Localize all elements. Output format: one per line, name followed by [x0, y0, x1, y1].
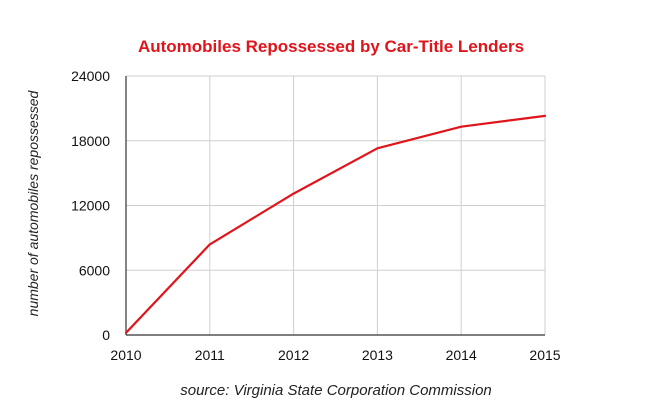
y-tick-label: 6000	[79, 262, 110, 278]
x-tick-label: 2010	[110, 347, 141, 363]
x-tick-label: 2013	[362, 347, 393, 363]
y-tick-label: 24000	[71, 68, 110, 84]
y-tick-label: 18000	[71, 133, 110, 149]
y-tick-label: 0	[102, 327, 110, 343]
series-line	[124, 114, 547, 334]
y-axis-ticks: 0 6000 12000 18000 24000	[71, 68, 110, 343]
chart-title: Automobiles Repossessed by Car-Title Len…	[138, 37, 524, 56]
grid	[125, 75, 546, 336]
y-axis-label: number of automobiles repossessed	[25, 89, 41, 316]
x-tick-label: 2015	[529, 347, 560, 363]
x-tick-label: 2012	[278, 347, 309, 363]
x-axis-ticks: 2010 2011 2012 2013 2014 2015	[110, 347, 560, 363]
x-tick-label: 2014	[446, 347, 477, 363]
source-note: source: Virginia State Corporation Commi…	[180, 382, 492, 399]
y-tick-label: 12000	[71, 198, 110, 214]
x-tick-label: 2011	[195, 347, 225, 363]
series-group	[124, 114, 547, 334]
